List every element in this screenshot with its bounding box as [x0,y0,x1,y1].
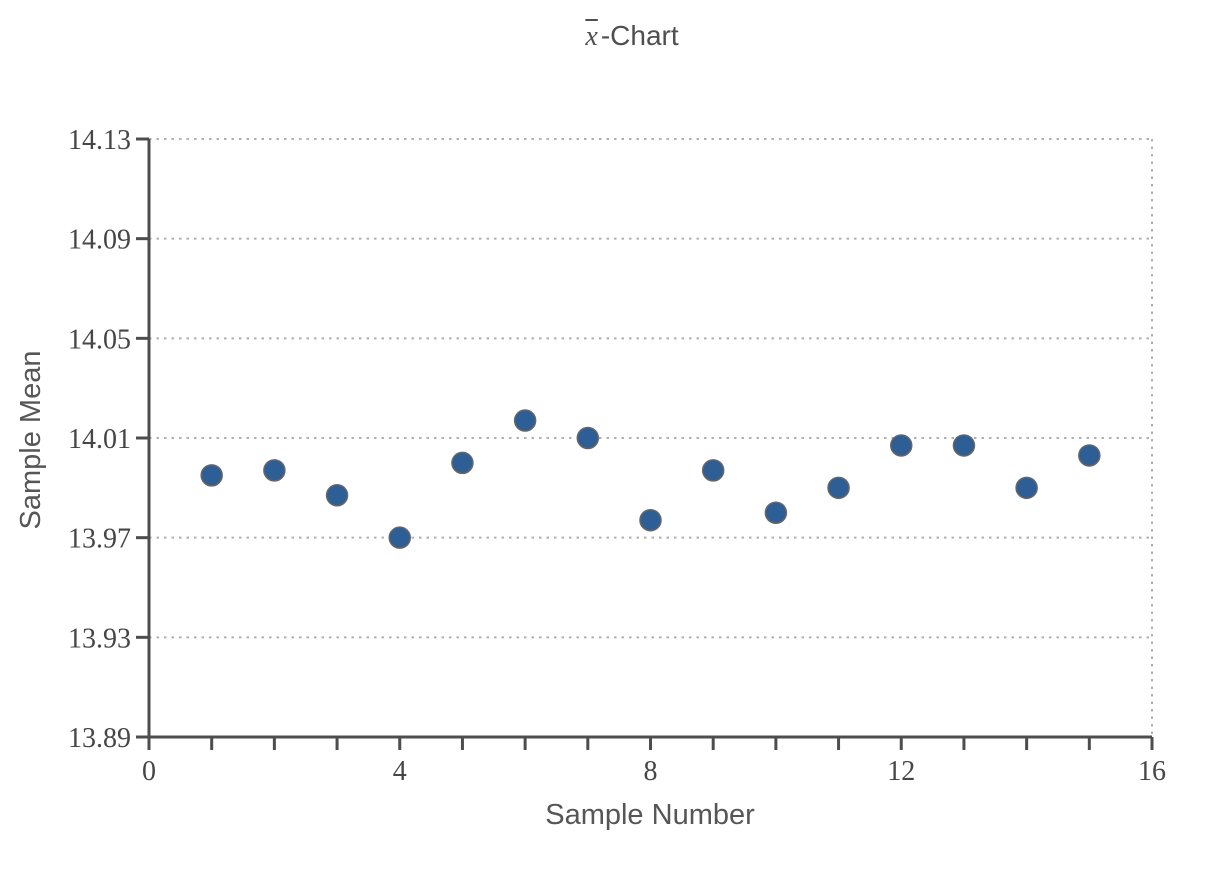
data-point [890,434,913,457]
xbar-symbol: x [585,21,598,52]
y-tick-label: 13.93 [68,623,131,654]
data-point [827,476,850,500]
y-axis-title: Sample Mean [15,351,47,530]
chart-title-suffix: -Chart [600,20,679,51]
data-point [1078,444,1101,467]
x-tick-label: 16 [1138,756,1166,787]
data-point [576,426,600,450]
x-tick-label: 12 [887,756,915,787]
grid-layer [149,138,1153,737]
data-point [200,464,223,487]
data-point [388,526,411,549]
x-tick-label: 4 [393,756,407,787]
data-point-layer [200,409,1101,549]
y-tick-label: 14.09 [68,225,131,256]
y-tick-label: 14.05 [68,324,131,355]
y-tick-label: 14.13 [68,125,131,156]
data-point [952,434,976,457]
chart-title: x -Chart [585,20,678,53]
data-point [325,484,349,507]
data-point [639,508,662,532]
data-point [263,459,286,482]
data-point [764,501,788,524]
data-point [513,409,537,432]
axis-layer [136,137,1154,750]
y-tick-label: 13.89 [68,723,131,754]
x-tick-label: 8 [644,756,658,787]
tick-label-layer: 13.89 13.93 13.97 14.01 14.05 14.09 14.13 0 4 8 12… [68,125,1166,787]
y-tick-label: 13.97 [68,524,131,555]
y-tick-label: 14.01 [68,424,131,455]
data-point [451,451,474,475]
x-tick-label: 0 [142,756,156,787]
x-axis-title: Sample Number [545,799,755,831]
data-point [701,459,725,482]
data-point [1015,476,1038,500]
